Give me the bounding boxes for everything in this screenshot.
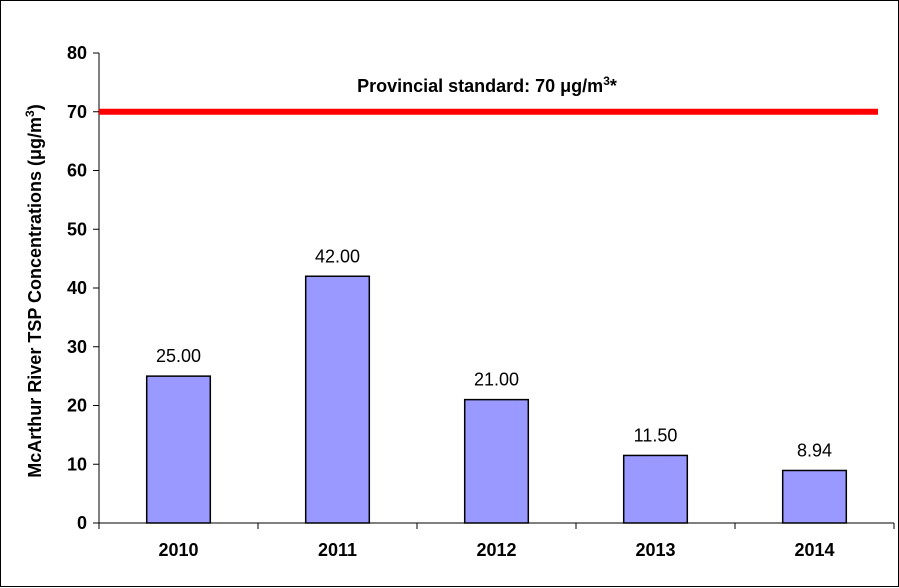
x-tick-label: 2010	[158, 540, 198, 560]
y-axis-title-superscript: 3	[23, 110, 37, 117]
x-tick-label: 2012	[476, 540, 516, 560]
bar	[145, 375, 212, 524]
y-tick-label: 60	[67, 161, 87, 181]
x-tick-label: 2014	[794, 540, 834, 560]
y-axis-title-text: McArthur River TSP Concentrations (μg/m	[25, 117, 45, 478]
reference-line-group: Provincial standard: 70 μg/m3*	[99, 74, 878, 115]
bar	[463, 398, 530, 524]
y-tick-label: 50	[67, 219, 87, 239]
bar-data-label: 42.00	[315, 246, 360, 266]
y-tick-label: 10	[67, 454, 87, 474]
y-tick-label: 80	[67, 43, 87, 63]
bar	[304, 275, 371, 524]
x-tick-label: 2011	[318, 540, 357, 560]
y-tick-label: 70	[67, 102, 87, 122]
y-tick-label: 30	[67, 337, 87, 357]
bar-data-label: 11.50	[634, 425, 678, 445]
bar	[622, 454, 689, 524]
bar-data-label: 8.94	[797, 440, 832, 460]
y-axis-title: McArthur River TSP Concentrations (μg/m3…	[23, 104, 45, 477]
x-tick-label: 2013	[635, 540, 675, 560]
bar-data-label: 25.00	[156, 346, 201, 366]
bar	[781, 469, 848, 524]
x-axis: 2010 2011 2012 2013 2014	[98, 522, 895, 560]
y-tick-label: 40	[67, 278, 87, 298]
y-axis: 0 10 20 30 40 50 60 70 80	[67, 43, 100, 533]
bar-data-label: 21.00	[474, 370, 519, 390]
reference-line-label: Provincial standard: 70 μg/m3*	[357, 74, 617, 96]
y-axis-title-suffix: )	[25, 104, 45, 110]
bars: 25.00 42.00 21.00 11.50 8.94	[145, 246, 848, 524]
y-tick-label: 0	[77, 513, 87, 533]
y-tick-label: 20	[67, 396, 87, 416]
